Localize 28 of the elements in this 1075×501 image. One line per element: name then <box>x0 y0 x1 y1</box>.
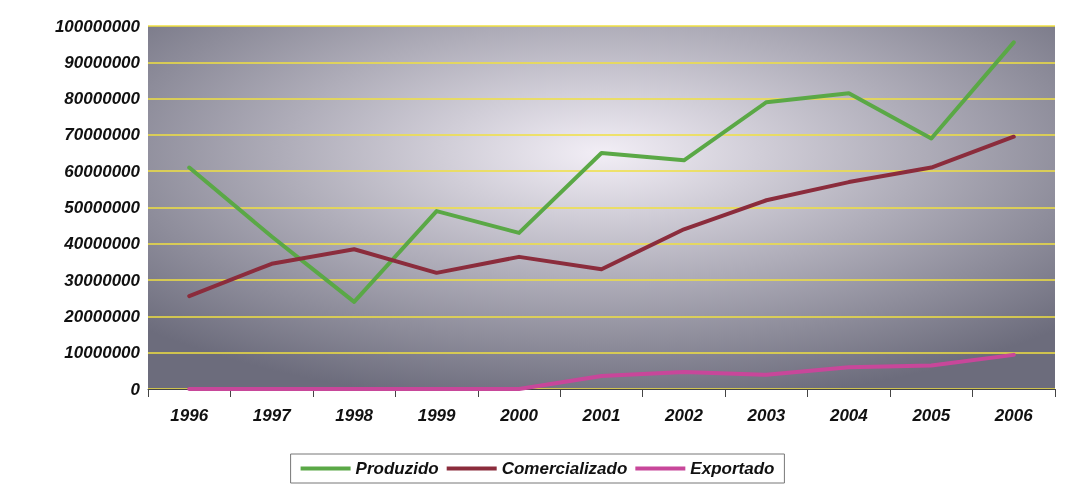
x-tick-label: 2000 <box>499 406 539 425</box>
x-tick-label: 2006 <box>993 406 1034 425</box>
y-tick-label: 80000000 <box>64 89 141 109</box>
y-tick-label: 40000000 <box>63 234 141 254</box>
line-series <box>187 40 1016 304</box>
y-tick-label: 20000000 <box>63 306 141 326</box>
y-tick-label: 0 <box>130 379 141 399</box>
y-tick-label: 60000000 <box>64 161 141 181</box>
legend-label: Comercializado <box>501 459 628 478</box>
x-tick-label: 1997 <box>252 406 293 425</box>
y-tick-label: 10000000 <box>64 343 141 363</box>
y-tick-label: 30000000 <box>64 270 141 290</box>
x-tick-label: 2002 <box>664 406 704 425</box>
y-tick-label: 100000000 <box>54 16 141 36</box>
x-tick-label: 2004 <box>828 406 869 425</box>
line-series <box>187 352 1016 391</box>
line-series <box>187 134 1016 299</box>
x-tick-label: 2005 <box>911 406 951 425</box>
legend-label: Produzido <box>355 459 439 478</box>
legend-label: Exportado <box>690 459 775 478</box>
x-tick-label: 2001 <box>581 406 621 425</box>
y-tick-label: 90000000 <box>64 52 141 72</box>
x-tick-label: 1999 <box>417 406 457 425</box>
x-tick-label: 1996 <box>170 406 209 425</box>
x-tick-label: 2003 <box>746 406 786 425</box>
y-tick-label: 50000000 <box>64 198 141 217</box>
y-tick-label: 70000000 <box>64 125 141 145</box>
x-tick-label: 1998 <box>335 406 374 425</box>
